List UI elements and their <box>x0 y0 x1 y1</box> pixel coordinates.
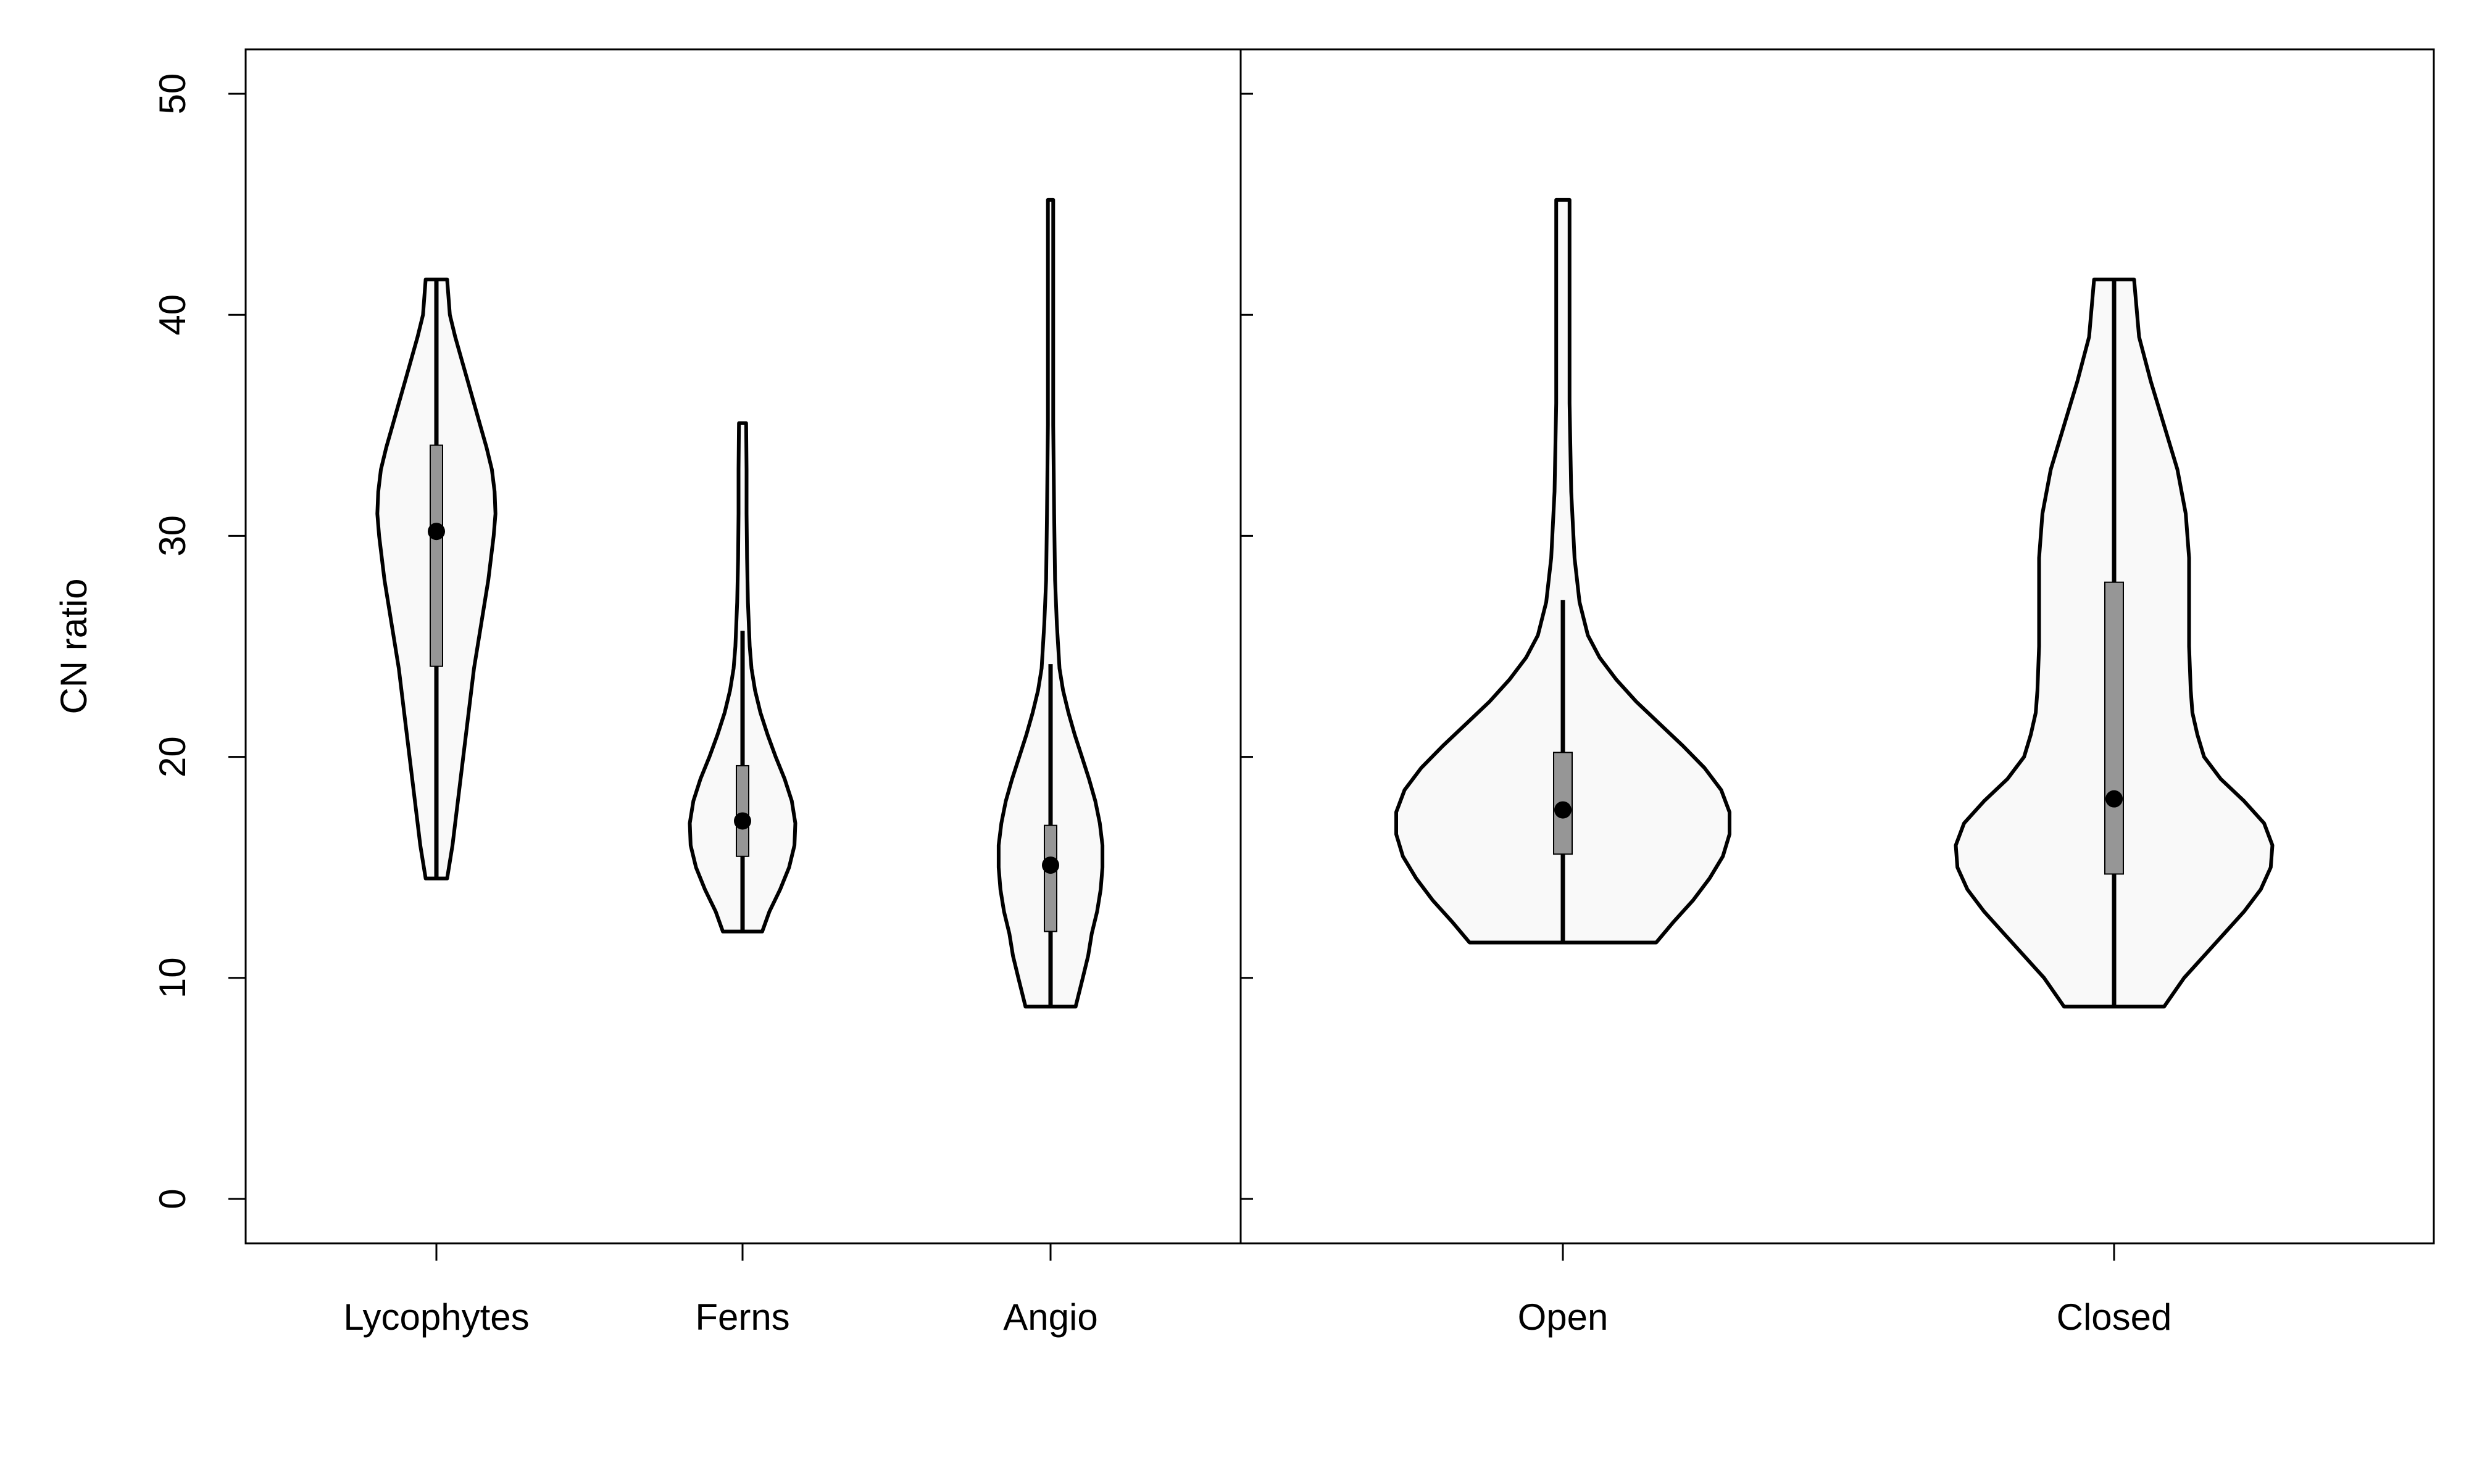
median-point-lycophytes <box>428 523 445 541</box>
iqr-box-angio <box>1044 824 1057 932</box>
iqr-box-closed <box>2104 581 2124 875</box>
iqr-box-lycophytes <box>430 444 443 667</box>
y-tick-label: 10 <box>152 957 193 998</box>
x-tick-label-closed: Closed <box>2057 1296 2172 1338</box>
median-point-open <box>1554 801 1572 819</box>
median-point-angio <box>1042 856 1059 874</box>
y-tick-label: 20 <box>152 736 193 777</box>
median-point-closed <box>2105 790 2123 808</box>
x-tick-label-lycophytes: Lycophytes <box>343 1296 529 1338</box>
y-axis-label: CN ratio <box>53 578 94 714</box>
x-tick-label-open: Open <box>1518 1296 1609 1338</box>
plot-frame <box>244 48 2435 1245</box>
y-tick-label: 0 <box>152 1188 193 1209</box>
median-point-ferns <box>734 812 751 830</box>
x-tick-label-ferns: Ferns <box>695 1296 789 1338</box>
y-tick-label: 40 <box>152 294 193 336</box>
y-tick-label: 30 <box>152 515 193 557</box>
violin-open <box>1394 197 1731 945</box>
x-tick-label-angio: Angio <box>1003 1296 1097 1338</box>
y-tick-label: 50 <box>152 73 193 115</box>
violin-angio <box>996 197 1105 1009</box>
iqr-box-ferns <box>736 765 749 857</box>
